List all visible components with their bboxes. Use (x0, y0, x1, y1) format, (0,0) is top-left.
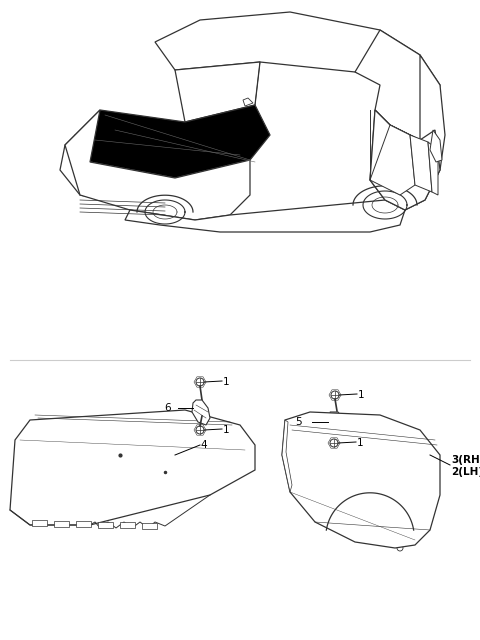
Polygon shape (125, 200, 405, 232)
Polygon shape (430, 130, 442, 162)
Polygon shape (410, 135, 432, 192)
Text: 1: 1 (358, 390, 365, 400)
Polygon shape (330, 412, 348, 440)
Polygon shape (192, 400, 210, 425)
Polygon shape (282, 412, 440, 548)
Polygon shape (370, 55, 445, 210)
Polygon shape (76, 521, 91, 527)
Polygon shape (60, 135, 185, 212)
Polygon shape (98, 522, 113, 527)
Text: 2(LH): 2(LH) (451, 467, 480, 477)
Polygon shape (65, 110, 250, 220)
Polygon shape (282, 420, 292, 492)
Polygon shape (75, 105, 270, 178)
Text: 6: 6 (164, 403, 170, 413)
Polygon shape (155, 12, 420, 85)
Polygon shape (370, 125, 415, 195)
Text: 4: 4 (200, 440, 206, 450)
Polygon shape (10, 410, 255, 525)
Text: 3(RH): 3(RH) (451, 455, 480, 465)
Polygon shape (120, 522, 135, 528)
Polygon shape (142, 522, 157, 529)
Polygon shape (32, 520, 47, 526)
Text: 1: 1 (223, 377, 229, 387)
Polygon shape (355, 30, 440, 140)
Polygon shape (370, 110, 440, 210)
Polygon shape (175, 62, 260, 122)
Polygon shape (54, 520, 69, 527)
Text: 1: 1 (223, 425, 229, 435)
Polygon shape (243, 98, 253, 106)
Polygon shape (428, 142, 438, 195)
Text: 5: 5 (295, 417, 301, 427)
Text: 1: 1 (357, 438, 364, 448)
